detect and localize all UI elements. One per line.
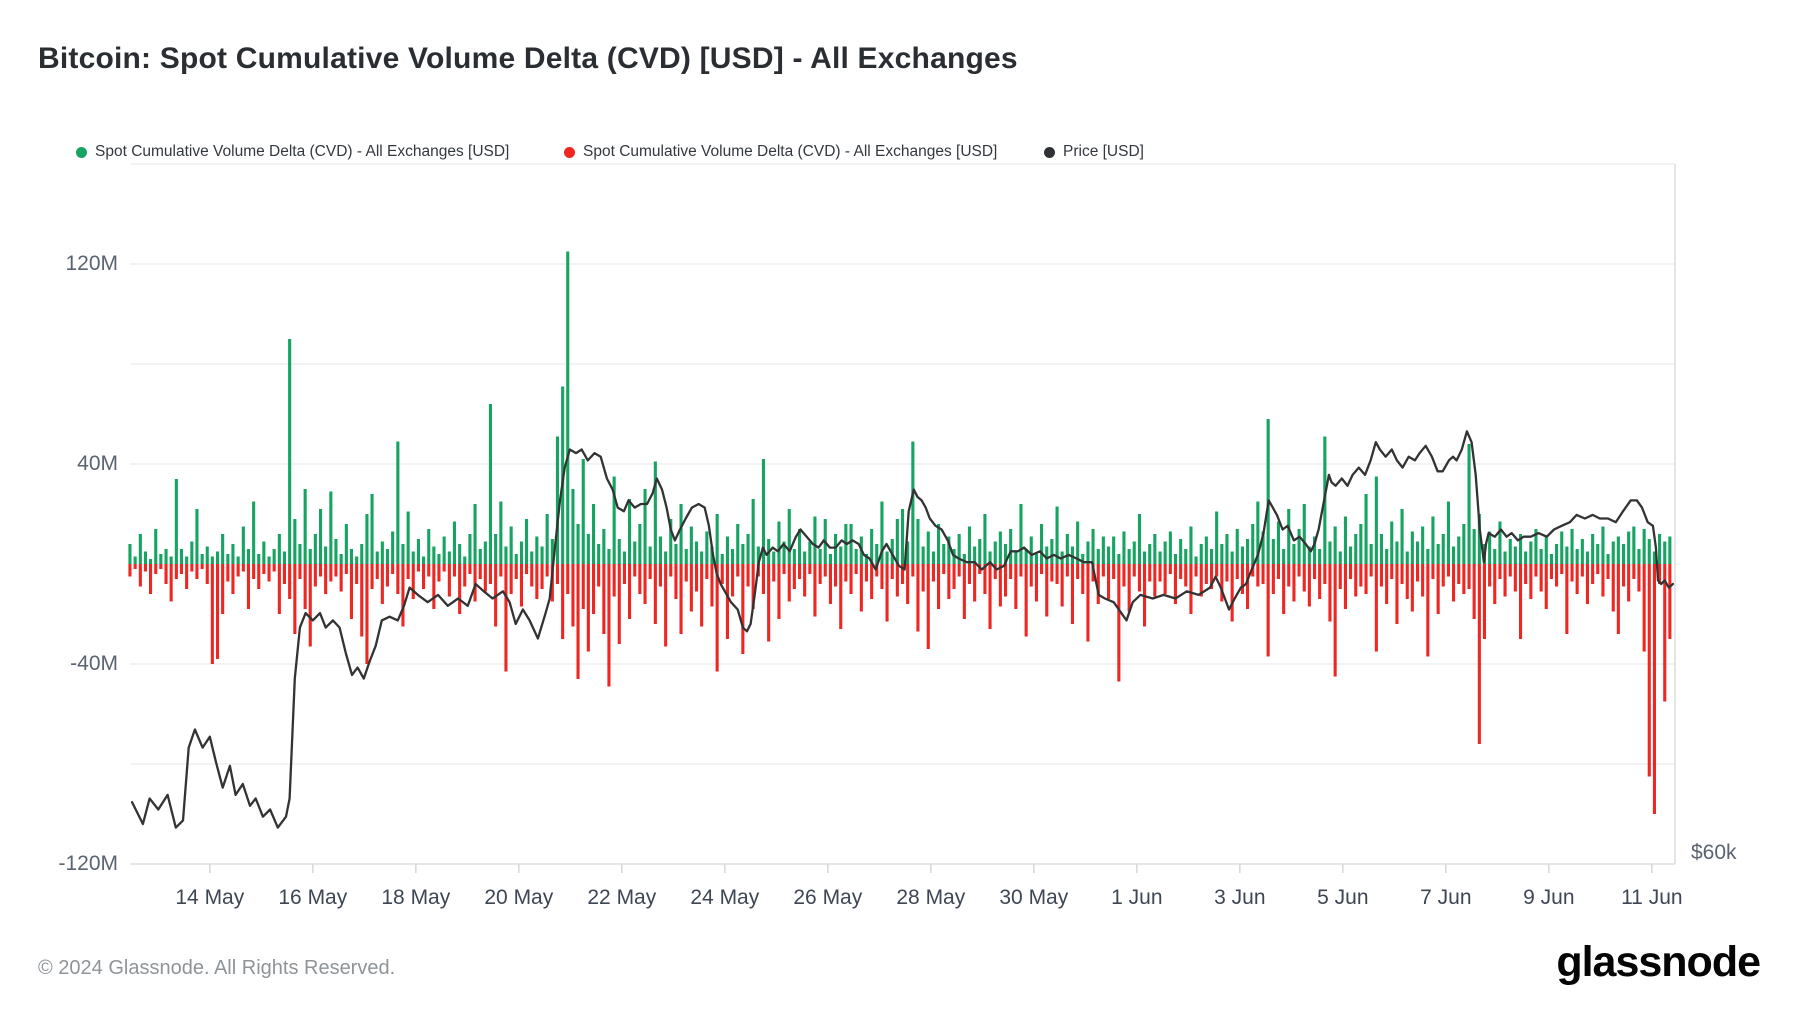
red-dot-icon	[564, 146, 575, 158]
x-axis-date-label: 18 May	[381, 886, 451, 909]
x-axis-date-label: 24 May	[690, 886, 760, 909]
y-axis-tick-label: 40M	[77, 452, 118, 475]
legend-label: Price [USD]	[1063, 143, 1144, 160]
legend-item-price[interactable]: Price [USD]	[1044, 141, 1144, 163]
x-axis-date-label: 16 May	[278, 886, 348, 909]
legend-item-cvd-negative[interactable]: Spot Cumulative Volume Delta (CVD) - All…	[564, 141, 997, 163]
y-axis-tick-label: -40M	[70, 652, 118, 675]
x-axis-date-label: 3 Jun	[1214, 886, 1266, 909]
x-axis-date-label: 30 May	[999, 886, 1069, 909]
x-axis-date-label: 5 Jun	[1317, 886, 1369, 909]
black-dot-icon	[1044, 146, 1055, 158]
x-axis-date-label: 28 May	[896, 886, 966, 909]
x-axis-date-label: 9 Jun	[1523, 886, 1575, 909]
x-axis-date-label: 7 Jun	[1420, 886, 1472, 909]
legend-item-cvd-positive[interactable]: Spot Cumulative Volume Delta (CVD) - All…	[76, 141, 509, 163]
x-axis-date-label: 1 Jun	[1111, 886, 1163, 909]
copyright-text: © 2024 Glassnode. All Rights Reserved.	[38, 957, 396, 979]
x-axis-date-label: 20 May	[484, 886, 554, 909]
glassnode-logo: glassnode	[1556, 938, 1761, 986]
chart-title: Bitcoin: Spot Cumulative Volume Delta (C…	[38, 42, 1018, 75]
y-axis-tick-label: -120M	[58, 852, 118, 875]
y-axis-tick-label: 120M	[65, 252, 118, 275]
x-axis-date-label: 14 May	[175, 886, 245, 909]
x-axis-date-label: 11 Jun	[1621, 886, 1683, 909]
x-axis-date-label: 22 May	[587, 886, 657, 909]
x-axis-date-label: 26 May	[793, 886, 863, 909]
price-axis-label: $60k	[1691, 841, 1737, 864]
chart-legend: Spot Cumulative Volume Delta (CVD) - All…	[0, 141, 1800, 163]
legend-label: Spot Cumulative Volume Delta (CVD) - All…	[583, 143, 998, 160]
green-dot-icon	[76, 146, 87, 158]
legend-label: Spot Cumulative Volume Delta (CVD) - All…	[95, 143, 510, 160]
